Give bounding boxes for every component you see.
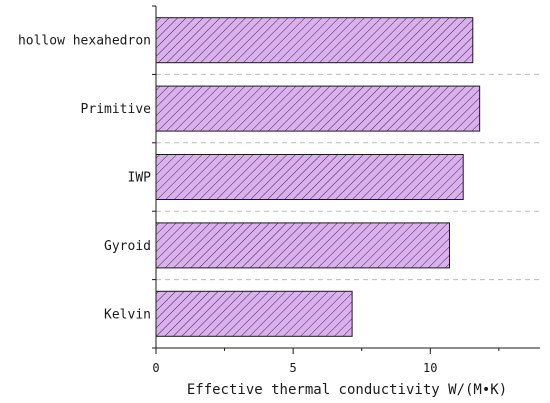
bar-gyroid [155,222,450,269]
category-label: Primitive [81,102,152,117]
category-label: IWP [128,171,152,186]
category-label: Gyroid [104,239,151,254]
bar-primitive [155,85,481,132]
category-labels-group: hollow hexahedron Primitive IWP Gyroid Kelvi… [18,34,151,323]
x-tick-label: 10 [423,361,437,375]
grid-lines [156,73,540,281]
axes-group [152,5,540,349]
bar-iwp [155,154,464,200]
x-tick-label: 0 [152,361,159,375]
bar-hollow-hexahedron [155,17,474,64]
x-axis-title: Effective thermal conductivity W/(M•K) [187,382,507,398]
x-ticks-group: 0 5 10 [152,348,500,375]
x-tick-label: 5 [290,361,297,375]
bars-group [155,17,481,337]
category-label: hollow hexahedron [18,34,151,49]
bar-kelvin [155,290,353,337]
category-label: Kelvin [104,307,151,322]
